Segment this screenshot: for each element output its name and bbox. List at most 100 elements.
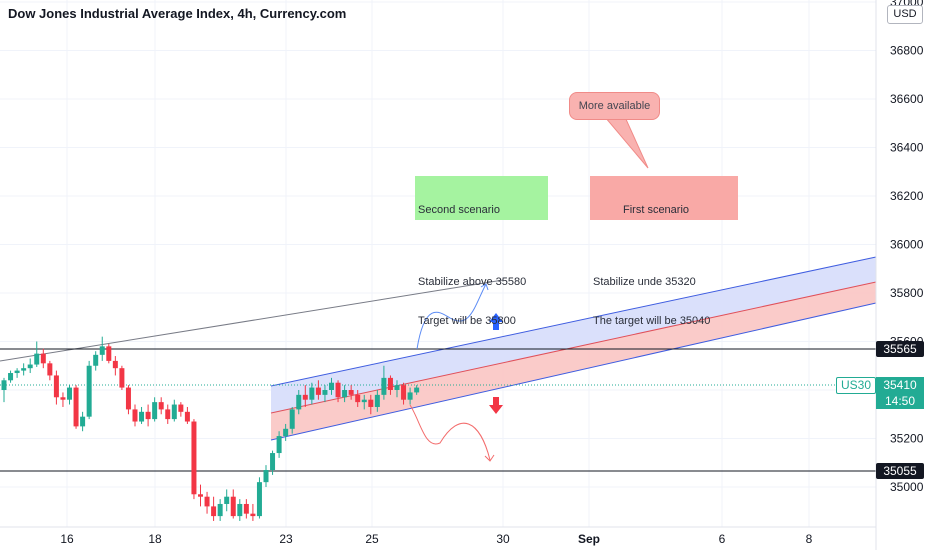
candle-body	[178, 404, 184, 412]
candle-body	[394, 385, 400, 390]
candle-body	[342, 390, 348, 398]
bearish-path	[409, 404, 491, 461]
note-second-scenario: Second scenario Stabilize above 35580 Ta…	[415, 176, 548, 327]
x-tick-label: 8	[806, 532, 813, 546]
candle-body	[8, 373, 14, 381]
note-first-scenario: First scenario Stabilize unde 35320 The …	[590, 176, 738, 327]
x-tick-label: 6	[719, 532, 726, 546]
bearish-path-arrowhead	[484, 454, 495, 462]
channel-bottom-line	[270, 302, 877, 441]
level-label-lower: 35055	[876, 463, 924, 479]
candle-body	[152, 402, 158, 420]
candle-body	[361, 399, 367, 403]
time-scale[interactable]: 16 18 23 25 30 Sep 6 8	[60, 532, 812, 546]
candle-body	[230, 496, 236, 517]
candle-body	[374, 394, 380, 407]
candle-body	[93, 354, 99, 366]
note-first-line1: Stabilize unde 35320	[593, 276, 696, 288]
candle-body	[401, 385, 407, 400]
candle-body	[250, 513, 256, 517]
x-tick-label: 16	[60, 532, 74, 546]
candle-body	[171, 404, 177, 420]
candle-body	[315, 387, 321, 395]
candle-body	[322, 390, 328, 395]
y-tick-label: 35800	[890, 286, 924, 300]
note-first-line2: The target will be 35040	[593, 315, 711, 327]
candle-body	[198, 494, 203, 497]
channel-mid-line	[270, 281, 877, 414]
candle-body	[139, 411, 145, 422]
note-second-line1: Stabilize above 35580	[418, 276, 527, 288]
y-tick-label: 36200	[890, 189, 924, 203]
candle-body	[67, 387, 72, 400]
note-second-title: Second scenario	[418, 204, 500, 216]
candle-body	[158, 402, 164, 410]
candle-body	[86, 365, 92, 417]
y-tick-label: 36800	[890, 44, 924, 58]
candle-body	[289, 409, 295, 429]
candle-body	[355, 394, 361, 403]
candle-body	[283, 428, 289, 437]
candle-body	[73, 387, 79, 427]
symbol-label: US30	[836, 377, 876, 394]
note-second-line2: Target will be 35800	[418, 315, 516, 327]
candle-body	[302, 394, 308, 400]
candle-body	[263, 470, 269, 483]
y-tick-label: 35000	[890, 480, 924, 494]
candles	[1, 336, 420, 521]
candle-body	[191, 421, 197, 495]
candle-body	[27, 364, 33, 369]
candle-body	[368, 399, 374, 407]
candle-body	[47, 363, 53, 376]
callout-pointer	[603, 116, 649, 169]
current-price-label: 35410	[876, 377, 924, 393]
candle-body	[211, 506, 217, 517]
candle-body	[99, 346, 105, 355]
price-scale[interactable]: 3700036800366003640036200360003580035600…	[890, 0, 924, 494]
channel-lower-band	[271, 282, 876, 440]
candle-body	[224, 496, 230, 504]
candle-body	[204, 496, 210, 507]
candle-body	[184, 411, 190, 422]
x-tick-label: 23	[279, 532, 293, 546]
candle-body	[80, 416, 86, 427]
candle-body	[276, 436, 282, 454]
candle-body	[21, 368, 27, 371]
candle-body	[53, 375, 59, 398]
candle-body	[329, 382, 334, 390]
y-tick-label: 37000	[890, 0, 924, 9]
bullish-path-arrowhead	[480, 283, 489, 291]
arrow-down-icon	[489, 397, 503, 414]
candle-body	[60, 397, 66, 400]
x-tick-label: 18	[148, 532, 162, 546]
candle-body	[256, 482, 262, 517]
chart-title: Dow Jones Industrial Average Index, 4h, …	[8, 6, 347, 21]
candle-body	[125, 387, 131, 410]
candle-body	[217, 503, 223, 517]
callout-more-available: More available	[569, 92, 660, 120]
candle-body	[40, 353, 46, 364]
candle-body	[270, 453, 276, 471]
note-first-title: First scenario	[623, 204, 690, 216]
x-tick-label: 30	[496, 532, 510, 546]
candle-body	[145, 411, 151, 420]
arrow-up-icon	[489, 313, 503, 330]
candle-body	[1, 380, 7, 390]
y-tick-label: 35200	[890, 432, 924, 446]
channel-upper-band	[271, 257, 876, 413]
currency-badge[interactable]: USD	[887, 5, 923, 24]
y-tick-label: 36400	[890, 141, 924, 155]
candle-body	[414, 387, 420, 393]
candle-body	[407, 392, 413, 400]
candle-body	[309, 387, 315, 400]
trend-line	[0, 279, 504, 362]
candle-body	[296, 394, 302, 410]
y-tick-label: 36000	[890, 238, 924, 252]
candle-body	[237, 503, 243, 517]
candle-body	[34, 353, 40, 365]
y-tick-label: 36600	[890, 92, 924, 106]
level-label-upper: 35565	[876, 341, 924, 357]
candle-body	[335, 382, 341, 398]
candle-body	[381, 377, 387, 395]
